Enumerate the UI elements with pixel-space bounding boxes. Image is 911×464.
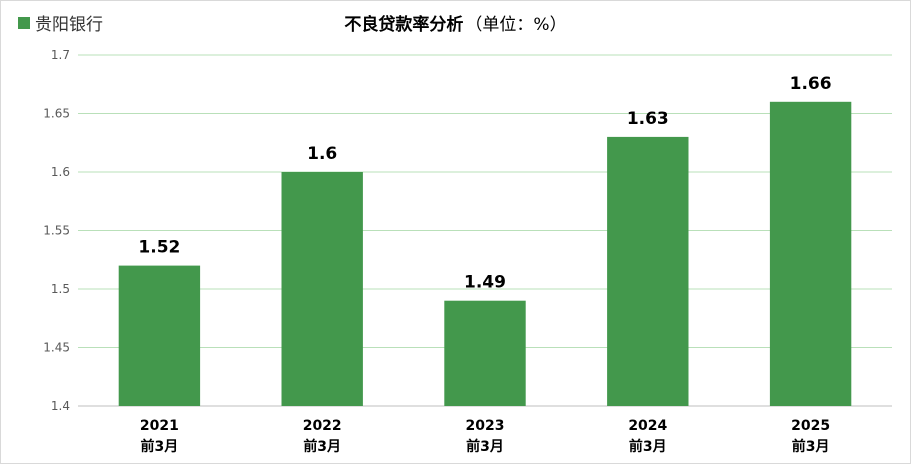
- bar: [769, 101, 852, 407]
- x-tick-label: 2025: [791, 418, 830, 434]
- data-label: 1.63: [627, 109, 669, 129]
- chart-title-unit: （单位：%）: [465, 15, 567, 35]
- legend: 贵阳银行: [18, 10, 103, 35]
- y-tick-label: 1.7: [51, 48, 70, 62]
- x-tick-label: 2024: [628, 418, 667, 434]
- y-tick-label: 1.65: [43, 107, 70, 121]
- x-tick-label: 2023: [466, 418, 505, 434]
- x-tick-sublabel: 前3月: [629, 438, 667, 455]
- x-tick-label: 2022: [303, 418, 342, 434]
- legend-swatch-icon: [18, 16, 30, 29]
- legend-label: 贵阳银行: [35, 15, 103, 35]
- chart-title: 不良贷款率分析 （单位：%）: [0, 10, 911, 35]
- chart-title-main: 不良贷款率分析: [344, 15, 464, 35]
- y-tick-label: 1.55: [43, 224, 70, 238]
- x-tick-label: 2021: [140, 418, 179, 434]
- bar: [281, 172, 363, 406]
- x-tick-sublabel: 前3月: [466, 438, 504, 455]
- bar: [118, 265, 201, 406]
- data-label: 1.6: [307, 144, 337, 164]
- data-label: 1.66: [790, 74, 832, 94]
- bar: [444, 300, 526, 406]
- data-label: 1.49: [464, 273, 506, 293]
- y-tick-label: 1.5: [51, 282, 70, 296]
- data-label: 1.52: [138, 238, 180, 258]
- x-tick-sublabel: 前3月: [303, 438, 341, 455]
- x-tick-sublabel: 前3月: [141, 438, 179, 455]
- y-tick-label: 1.4: [51, 399, 70, 413]
- y-tick-label: 1.6: [51, 165, 70, 179]
- bar: [607, 136, 689, 406]
- y-tick-label: 1.45: [43, 341, 70, 355]
- x-tick-sublabel: 前3月: [792, 438, 830, 455]
